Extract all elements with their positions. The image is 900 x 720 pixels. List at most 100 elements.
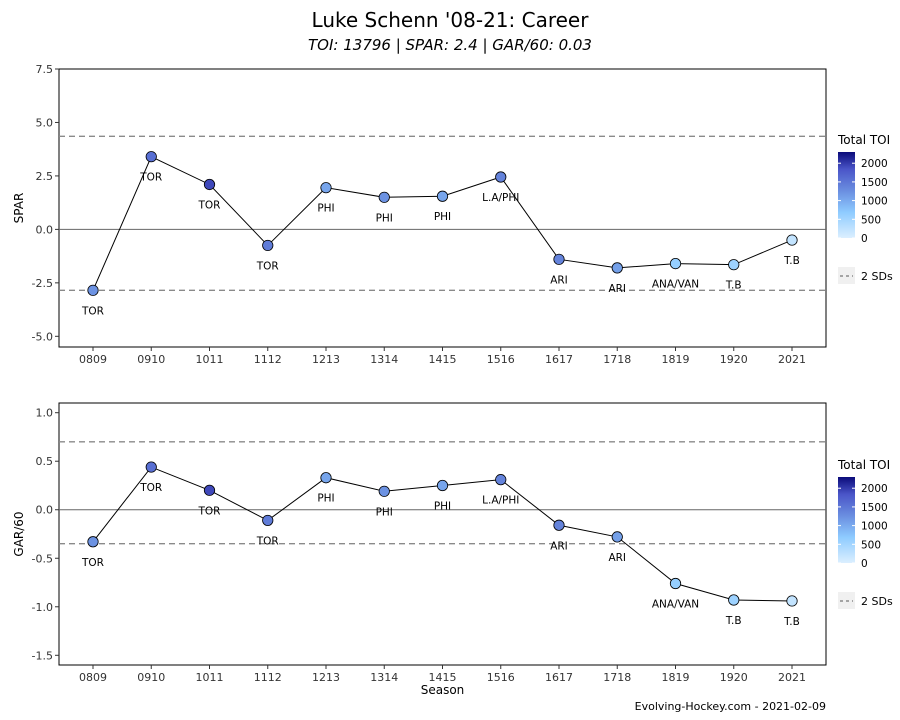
legend-tick-label: 1000 <box>861 521 888 533</box>
team-label: T.B <box>725 615 742 627</box>
data-point <box>495 171 507 183</box>
y-tick-label: 7.5 <box>36 63 54 76</box>
plot-frame <box>58 68 827 348</box>
x-tick-label: 1819 <box>662 671 690 684</box>
data-point <box>728 259 740 271</box>
y-tick-label: 1.0 <box>36 407 54 420</box>
data-point <box>378 485 390 497</box>
y-tick-label: 0.0 <box>36 504 54 517</box>
team-label: PHI <box>376 212 393 224</box>
x-tick-label: 1415 <box>429 671 457 684</box>
team-label: PHI <box>434 500 451 512</box>
data-point <box>87 536 99 548</box>
chart-panel-1: -5.0 -2.5 0.0 2.5 5.0 7.5 0809 0910 1011 1112 1213… <box>12 63 893 366</box>
data-point <box>553 519 565 531</box>
x-tick-label: 1516 <box>487 353 515 366</box>
x-tick-label: 1112 <box>254 353 282 366</box>
team-label: TOR <box>256 535 279 547</box>
legend-colorbar <box>838 152 855 238</box>
x-tick-label: 2021 <box>778 671 806 684</box>
team-label: TOR <box>81 305 104 317</box>
x-tick-label: 0910 <box>137 671 165 684</box>
x-tick-label: 1314 <box>370 671 398 684</box>
legend-tick-label: 1500 <box>861 502 888 514</box>
team-label: ANA/VAN <box>652 279 699 291</box>
team-label: T.B <box>725 280 742 292</box>
data-point <box>786 595 798 607</box>
team-label: PHI <box>376 506 393 518</box>
data-point <box>436 479 449 492</box>
data-point <box>87 284 99 296</box>
data-point <box>553 253 565 265</box>
x-tick-label: 1415 <box>429 353 457 366</box>
y-axis-label: GAR/60 <box>12 511 26 556</box>
source-caption: Evolving-Hockey.com - 2021-02-09 <box>634 700 826 713</box>
data-point <box>320 472 332 484</box>
legend-colorbar <box>838 477 855 563</box>
data-point <box>203 178 216 191</box>
data-point <box>728 594 740 606</box>
data-point <box>495 474 507 486</box>
team-label: TOR <box>139 172 162 184</box>
y-tick-label: -0.5 <box>32 552 53 565</box>
team-label: ARI <box>550 274 568 286</box>
x-tick-label: 1920 <box>720 353 748 366</box>
team-label: PHI <box>317 203 334 215</box>
data-point <box>262 239 274 252</box>
y-axis-label: SPAR <box>12 193 26 224</box>
y-tick-label: 0.5 <box>36 455 54 468</box>
x-tick-label: 1617 <box>545 671 573 684</box>
legend-tick-label: 2000 <box>861 158 888 170</box>
legend-tick-label: 1000 <box>861 196 888 208</box>
team-label: PHI <box>317 493 334 505</box>
data-point <box>611 262 623 274</box>
data-point <box>203 484 216 496</box>
data-point <box>611 531 623 543</box>
team-label: T.B <box>783 616 800 628</box>
y-tick-label: -1.5 <box>32 649 53 662</box>
x-tick-label: 0910 <box>137 353 165 366</box>
team-label: ARI <box>550 540 568 552</box>
x-tick-label: 1213 <box>312 353 340 366</box>
y-tick-label: -5.0 <box>32 330 53 343</box>
data-point <box>378 191 390 203</box>
team-label: TOR <box>198 505 221 517</box>
x-tick-label: 1617 <box>545 353 573 366</box>
x-tick-label: 1718 <box>603 671 631 684</box>
chart-subtitle: TOI: 13796 | SPAR: 2.4 | GAR/60: 0.03 <box>308 36 592 54</box>
legend-sd-label: 2 SDs <box>861 270 893 283</box>
legend-tick-label: 2000 <box>861 483 888 495</box>
team-label: ARI <box>608 283 626 295</box>
legend-tick-label: 1500 <box>861 177 888 189</box>
team-label: TOR <box>81 557 104 569</box>
x-tick-label: 0809 <box>79 671 107 684</box>
team-label: L.A/PHI <box>482 495 519 507</box>
team-label: T.B <box>783 255 800 267</box>
data-point <box>669 257 682 270</box>
chart-title: Luke Schenn '08-21: Career <box>311 8 589 32</box>
x-tick-label: 1314 <box>370 353 398 366</box>
x-tick-label: 1011 <box>196 353 224 366</box>
plot-frame <box>58 402 827 666</box>
y-tick-label: -1.0 <box>32 601 53 614</box>
team-label: ARI <box>608 552 626 564</box>
x-tick-label: 1718 <box>603 353 631 366</box>
team-label: PHI <box>434 211 451 223</box>
data-point <box>436 190 449 202</box>
x-tick-label: 0809 <box>79 353 107 366</box>
legend-title: Total TOI <box>837 133 890 147</box>
y-tick-label: 0.0 <box>36 223 54 236</box>
data-point <box>669 577 682 590</box>
team-label: TOR <box>139 482 162 494</box>
x-tick-label: 1819 <box>662 353 690 366</box>
x-axis-label: Season <box>421 683 465 697</box>
data-point <box>145 461 157 473</box>
x-tick-label: 1011 <box>196 671 224 684</box>
x-tick-label: 1516 <box>487 671 515 684</box>
legend-title: Total TOI <box>837 458 890 472</box>
team-label: TOR <box>256 260 279 272</box>
x-tick-label: 1213 <box>312 671 340 684</box>
data-point <box>145 151 157 163</box>
legend-sd-label: 2 SDs <box>861 595 893 608</box>
